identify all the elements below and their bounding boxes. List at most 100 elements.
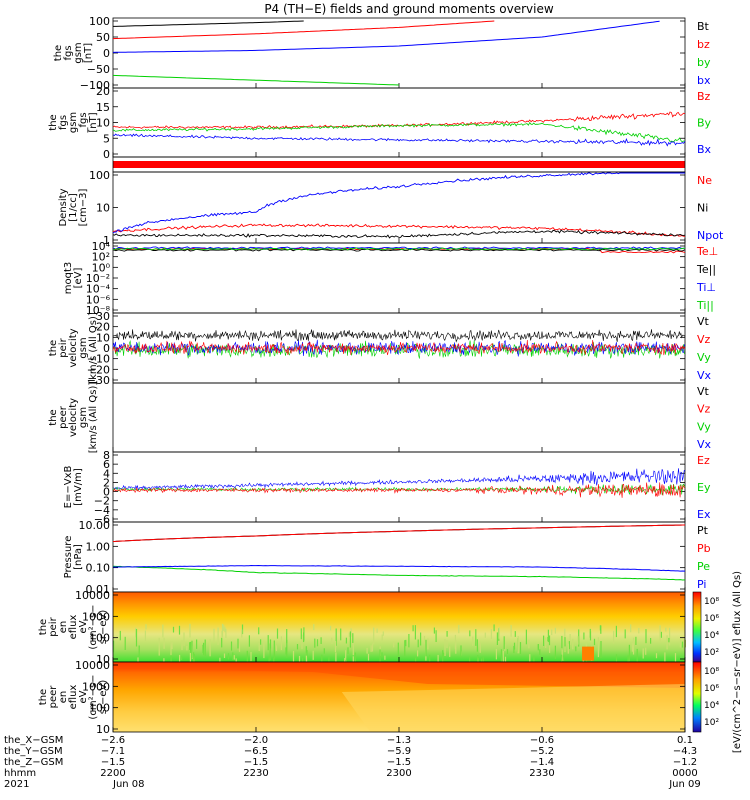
y-tick-label: 100 (89, 15, 110, 28)
y-label-line: the (53, 45, 64, 61)
spectrogram-streak (135, 629, 138, 647)
spectrogram-streak (316, 639, 319, 647)
spectrogram-streak (258, 642, 260, 651)
y-label-line: gsm (78, 407, 89, 428)
y-axis-label: moqt3 [eV] (63, 262, 84, 295)
y-tick-label: 50 (96, 31, 110, 44)
spectrogram-streak (179, 654, 181, 663)
spectrogram-streak (225, 628, 227, 638)
spectrogram-streak (506, 649, 509, 654)
y-label-line: peir (48, 616, 59, 636)
legend-fgs-2: by (697, 56, 711, 69)
legend-peirv-2: Vy (697, 351, 711, 364)
y-label-line: the (48, 340, 59, 356)
y-label-line: fgs (63, 45, 74, 60)
y-label-line: the (38, 689, 49, 705)
spectrogram-streak (636, 648, 638, 663)
spectrogram-band (113, 662, 685, 688)
spectrogram-streak (674, 653, 677, 666)
spectrogram-streak (561, 654, 563, 667)
y-tick-label: 0 (103, 486, 110, 499)
spectrogram-streak (444, 638, 446, 656)
spectrogram-streak (137, 657, 139, 663)
spectrogram-streak (496, 632, 498, 645)
spectrogram-streak (446, 631, 448, 637)
spectrogram-streak (370, 645, 372, 652)
spectrogram-streak (313, 624, 315, 631)
y-tick-label: 10 (96, 331, 110, 344)
spectrogram-streak (597, 641, 599, 658)
series-Ne (112, 223, 686, 237)
spectrogram-streak (458, 624, 460, 634)
y-tick-label: 10⁴ (92, 240, 111, 253)
spectrogram-streak (171, 641, 173, 650)
y-axis-label: the peir en eflux eV (cm²−s− sr−eV) (38, 604, 109, 649)
spectrogram-streak (495, 648, 497, 660)
panel-frame (112, 242, 686, 314)
spectrogram-streak (404, 640, 406, 657)
y-label-line: (cm²−s− (88, 674, 99, 719)
spectrogram-streak (454, 634, 456, 649)
x-row-value: −1.5 (244, 757, 268, 768)
legend-fgs-1: bz (697, 38, 710, 51)
spectrogram-streak (334, 641, 337, 653)
temperature-trace (112, 246, 686, 250)
panel-frame (112, 171, 686, 244)
spectrogram-streak (393, 641, 395, 648)
panel-frame (112, 17, 686, 89)
spectrogram-streak (632, 637, 635, 655)
y-tick-label: 1000 (82, 680, 110, 693)
spectrogram-streak (408, 634, 410, 648)
spectrogram-streak (260, 639, 262, 645)
y-label-line: velocity (68, 328, 79, 367)
spectrogram-streak (209, 639, 211, 657)
y-tick-label: −2 (94, 495, 110, 508)
y-label-line: moqt3 (63, 262, 74, 295)
spectrogram-streak (547, 637, 549, 642)
y-label-line: peer (48, 685, 59, 709)
legend-temp-1: Te|| (696, 263, 716, 276)
legend-peerv-1: Vz (697, 403, 711, 416)
spectrogram-streak (275, 645, 278, 651)
y-axis-label: the peir velocity gsm [km/s (All Qs)] (48, 312, 99, 384)
spectrogram-streak (564, 637, 566, 652)
spectrogram-streak (345, 658, 347, 664)
y-label-line: sr−eV) (98, 680, 109, 715)
spectrogram-streak (268, 656, 270, 662)
x-row-value: −0.6 (530, 735, 554, 746)
spectrogram-streak (429, 654, 431, 664)
panel-fgs: 100 50 0 −50 −100 the fgs gsm [nT] Bt bz by bx (53, 15, 711, 92)
spectrogram-streak (482, 656, 484, 664)
spectrogram-streak (330, 625, 332, 631)
spectrogram-streak (145, 624, 147, 630)
spectrogram-streak (354, 652, 356, 670)
spectrogram-streak (232, 652, 234, 660)
spectrogram-streak (442, 650, 444, 663)
panel-frame (112, 521, 686, 593)
y-tick-label: 2 (103, 476, 110, 489)
spectrogram-streak (320, 637, 322, 644)
spectrogram-streak (303, 627, 305, 641)
spectrogram-streak (405, 639, 407, 647)
y-tick-label: 10⁻² (86, 272, 110, 285)
y-tick-label: −100 (80, 79, 110, 92)
y-label-line: Pressure (63, 536, 74, 579)
x-row-value: −6.5 (244, 746, 268, 757)
spectrogram-streak (280, 636, 282, 651)
x-row-value: −2.6 (101, 735, 125, 746)
y-tick-label: 0 (103, 47, 110, 60)
spectrogram-streak (655, 653, 658, 659)
spectrogram-streak (578, 629, 580, 647)
spectrogram-streak (568, 641, 570, 650)
spectrogram-streak (433, 627, 435, 634)
spectrogram-streak (472, 636, 474, 646)
legend-fgs-3: bx (697, 74, 711, 87)
spectrogram-streak (350, 628, 352, 637)
spectrogram-streak (684, 639, 686, 648)
y-label-line: [cm−3] (78, 189, 89, 227)
x-row-value: 2330 (529, 768, 554, 779)
y-label-line: [nT] (88, 112, 99, 132)
y-label-line: Density (58, 188, 69, 226)
colorbar-tick: 10⁶ (704, 614, 719, 624)
